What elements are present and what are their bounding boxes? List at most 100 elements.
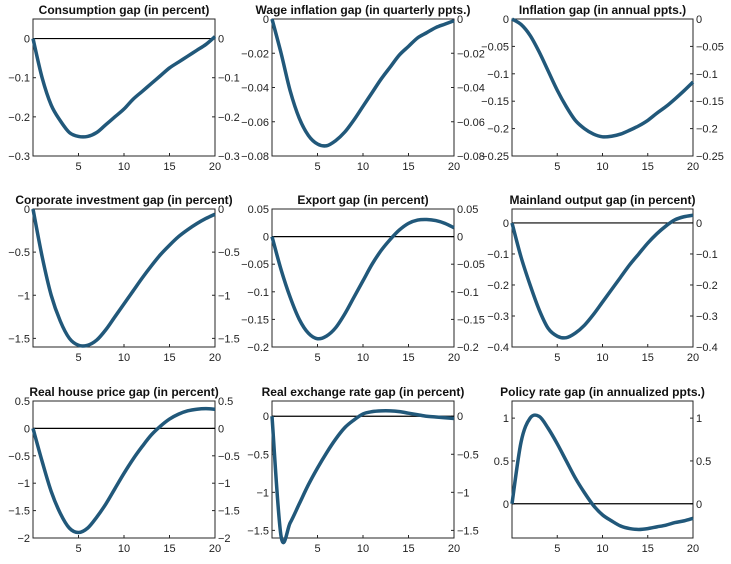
- y-tick-label-right: 0: [218, 204, 224, 216]
- x-tick-label: 5: [314, 352, 320, 364]
- y-tick-label: 0.05: [248, 204, 269, 216]
- y-tick-label-right: −0.05: [696, 41, 724, 53]
- y-tick-label-right: 0.5: [218, 396, 233, 408]
- x-tick-label: 10: [118, 352, 130, 364]
- subplot-title: Real house price gap (in percent): [29, 385, 218, 399]
- y-tick-label: 0.5: [15, 396, 30, 408]
- y-tick-label-right: 0: [696, 499, 702, 511]
- y-tick-label-right: −0.1: [696, 69, 718, 81]
- y-tick-label: −1: [17, 290, 30, 302]
- subplot-title: Wage inflation gap (in quarterly ppts.): [256, 3, 471, 17]
- y-tick-label-right: −0.1: [218, 73, 240, 85]
- y-tick-label-right: −1.5: [218, 506, 240, 518]
- y-tick-label-right: −0.5: [218, 247, 240, 259]
- y-tick-label-right: −0.3: [218, 151, 240, 163]
- y-tick-label: 0: [503, 218, 509, 230]
- y-tick-label: 0: [24, 423, 30, 435]
- y-tick-label: −0.5: [247, 449, 269, 461]
- y-tick-label-right: 0: [696, 218, 702, 230]
- subplot-4: Corporate investment gap (in percent) 5 10…: [8, 193, 239, 364]
- x-tick-label: 10: [357, 543, 369, 555]
- subplot-title: Corporate investment gap (in percent): [15, 193, 232, 207]
- y-tick-label: −0.5: [8, 451, 30, 463]
- x-tick-label: 10: [118, 543, 130, 555]
- y-tick-label: −0.2: [487, 280, 509, 292]
- y-tick-label: −0.05: [241, 259, 269, 271]
- y-tick-label-right: 0: [218, 34, 224, 46]
- x-tick-label: 5: [554, 352, 560, 364]
- y-tick-label-right: −0.2: [696, 280, 718, 292]
- y-tick-label: −0.1: [487, 69, 509, 81]
- y-tick-label: −1: [256, 487, 269, 499]
- y-tick-label: −0.15: [241, 314, 269, 326]
- subplot-title: Mainland output gap (in percent): [510, 193, 696, 207]
- axes-box: [272, 401, 454, 538]
- axes-box: [33, 401, 215, 538]
- y-tick-label-right: 1: [696, 413, 702, 425]
- x-tick-label: 20: [687, 543, 699, 555]
- y-tick-label-right: −0.1: [696, 249, 718, 261]
- y-tick-label: 0: [263, 232, 269, 244]
- y-tick-label: −0.3: [8, 151, 30, 163]
- y-tick-label-right: −1.5: [218, 333, 240, 345]
- y-tick-label-right: 0: [696, 14, 702, 26]
- x-tick-label: 15: [402, 352, 414, 364]
- axes-box: [512, 401, 693, 538]
- y-tick-label: −0.2: [487, 124, 509, 136]
- y-tick-label: −1: [17, 478, 30, 490]
- y-tick-label: −0.25: [481, 151, 509, 163]
- x-tick-label: 15: [642, 161, 654, 173]
- y-tick-label-right: −0.15: [696, 96, 724, 108]
- x-tick-label: 5: [314, 543, 320, 555]
- y-tick-label: −0.2: [8, 112, 30, 124]
- y-tick-label: 0: [263, 14, 269, 26]
- y-tick-label-right: −0.1: [457, 287, 479, 299]
- y-tick-label-right: −0.04: [457, 83, 485, 95]
- x-tick-label: 10: [118, 161, 130, 173]
- y-tick-label: −0.4: [487, 342, 509, 354]
- x-tick-label: 15: [163, 543, 175, 555]
- y-tick-label-right: −0.3: [696, 311, 718, 323]
- y-tick-label: 0.5: [494, 456, 509, 468]
- y-tick-label: −0.2: [247, 342, 269, 354]
- y-tick-label: −1.5: [8, 506, 30, 518]
- y-tick-label-right: −0.2: [696, 124, 718, 136]
- y-tick-label-right: −1: [457, 487, 470, 499]
- x-tick-label: 5: [75, 352, 81, 364]
- y-tick-label-right: −0.05: [457, 259, 485, 271]
- y-tick-label: −0.3: [487, 311, 509, 323]
- y-tick-label-right: −0.25: [696, 151, 724, 163]
- y-tick-label: 0: [503, 499, 509, 511]
- y-tick-label-right: −0.2: [218, 112, 240, 124]
- y-tick-label-right: 0: [457, 411, 463, 423]
- y-tick-label: −2: [17, 533, 30, 545]
- x-tick-label: 15: [163, 352, 175, 364]
- x-tick-label: 20: [209, 352, 221, 364]
- y-tick-label-right: −0.15: [457, 314, 485, 326]
- x-tick-label: 5: [554, 543, 560, 555]
- subplot-title: Export gap (in percent): [297, 193, 428, 207]
- y-tick-label: −0.05: [481, 41, 509, 53]
- y-tick-label: −0.02: [241, 48, 269, 60]
- y-tick-label-right: −0.2: [457, 342, 479, 354]
- y-tick-label-right: 0: [457, 232, 463, 244]
- y-tick-label: −0.15: [481, 96, 509, 108]
- y-tick-label: 0: [263, 411, 269, 423]
- x-tick-label: 5: [554, 161, 560, 173]
- subplot-title: Consumption gap (in percent): [39, 3, 210, 17]
- y-tick-label: −0.1: [247, 287, 269, 299]
- x-tick-label: 15: [642, 543, 654, 555]
- y-tick-label: −0.04: [241, 83, 269, 95]
- subplot-2: Wage inflation gap (in quarterly ppts.)5…: [241, 3, 485, 173]
- x-tick-label: 10: [596, 352, 608, 364]
- y-tick-label-right: 0: [457, 14, 463, 26]
- y-tick-label-right: 0: [218, 423, 224, 435]
- x-tick-label: 10: [596, 543, 608, 555]
- subplot-title: Inflation gap (in annual ppts.): [519, 3, 686, 17]
- x-tick-label: 5: [75, 543, 81, 555]
- subplot-title: Real exchange rate gap (in percent): [262, 385, 465, 399]
- x-tick-label: 15: [163, 161, 175, 173]
